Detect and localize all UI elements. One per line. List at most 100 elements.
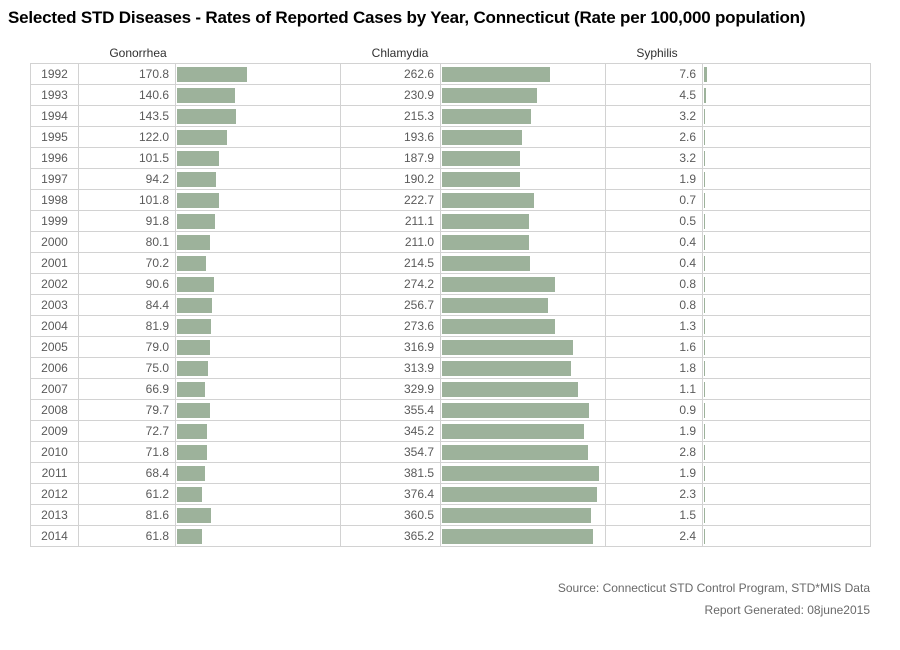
syphilis-bar [704, 465, 705, 481]
chlamydia-value-cell: 273.6 [340, 315, 441, 337]
syphilis-bar [704, 507, 705, 523]
gonorrhea-value-cell: 170.8 [78, 63, 176, 85]
gonorrhea-value-cell: 94.2 [78, 168, 176, 190]
gonorrhea-bar [177, 318, 211, 334]
year-cell: 1995 [30, 126, 79, 148]
generated-note: Report Generated: 08june2015 [704, 603, 870, 617]
chlamydia-bar [442, 297, 548, 313]
syphilis-bar [704, 528, 705, 544]
chlamydia-value-cell: 211.0 [340, 231, 441, 253]
chlamydia-bar [442, 150, 520, 166]
report-footer: Source: Connecticut STD Control Program,… [30, 577, 870, 621]
gonorrhea-value-cell: 75.0 [78, 357, 176, 379]
chlamydia-bar [442, 108, 531, 124]
gonorrhea-value-cell: 101.8 [78, 189, 176, 211]
chlamydia-value-cell: 256.7 [340, 294, 441, 316]
chlamydia-bar-cell [440, 84, 606, 106]
gonorrhea-bar [177, 66, 248, 82]
syphilis-bar [704, 66, 708, 82]
chlamydia-bar [442, 381, 579, 397]
chlamydia-bar [442, 423, 585, 439]
gonorrhea-value-cell: 61.2 [78, 483, 176, 505]
table-row: 2013 81.6 360.5 1.5 [30, 504, 871, 526]
syphilis-bar-cell [702, 273, 871, 295]
syphilis-bar-cell [702, 420, 871, 442]
syphilis-value-cell: 0.7 [605, 189, 703, 211]
chlamydia-bar [442, 318, 555, 334]
table-row: 2008 79.7 355.4 0.9 [30, 399, 871, 421]
gonorrhea-bar [177, 108, 237, 124]
year-cell: 2002 [30, 273, 79, 295]
syphilis-bar-cell [702, 525, 871, 547]
syphilis-bar-cell [702, 126, 871, 148]
chlamydia-bar [442, 528, 593, 544]
chlamydia-bar [442, 360, 572, 376]
year-cell: 1997 [30, 168, 79, 190]
gonorrhea-bar-cell [175, 105, 341, 127]
table-row: 2012 61.2 376.4 2.3 [30, 483, 871, 505]
gonorrhea-bar [177, 486, 203, 502]
syphilis-value-cell: 7.6 [605, 63, 703, 85]
chlamydia-bar-cell [440, 63, 606, 85]
syphilis-value-cell: 0.4 [605, 231, 703, 253]
gonorrhea-value-cell: 68.4 [78, 462, 176, 484]
gonorrhea-bar [177, 402, 210, 418]
syphilis-bar-cell [702, 252, 871, 274]
syphilis-value-cell: 2.8 [605, 441, 703, 463]
gonorrhea-value-cell: 84.4 [78, 294, 176, 316]
syphilis-value-cell: 1.9 [605, 168, 703, 190]
gonorrhea-bar [177, 129, 228, 145]
gonorrhea-value-cell: 90.6 [78, 273, 176, 295]
gonorrhea-bar-cell [175, 462, 341, 484]
gonorrhea-value-cell: 81.9 [78, 315, 176, 337]
table-row: 2009 72.7 345.2 1.9 [30, 420, 871, 442]
table-row: 2002 90.6 274.2 0.8 [30, 273, 871, 295]
std-rates-report: Gonorrhea Chlamydia Syphilis 1992 170.8 26… [30, 46, 871, 547]
syphilis-value-cell: 1.5 [605, 504, 703, 526]
chlamydia-value-cell: 313.9 [340, 357, 441, 379]
syphilis-bar-cell [702, 357, 871, 379]
gonorrhea-bar-cell [175, 420, 341, 442]
gonorrhea-bar-cell [175, 126, 341, 148]
syphilis-bar-cell [702, 189, 871, 211]
chlamydia-bar-cell [440, 189, 606, 211]
gonorrhea-value-cell: 79.7 [78, 399, 176, 421]
year-cell: 2000 [30, 231, 79, 253]
syphilis-bar [704, 87, 706, 103]
year-cell: 2011 [30, 462, 79, 484]
year-cell: 2008 [30, 399, 79, 421]
table-row: 1997 94.2 190.2 1.9 [30, 168, 871, 190]
syphilis-value-cell: 3.2 [605, 105, 703, 127]
table-row: 2006 75.0 313.9 1.8 [30, 357, 871, 379]
gonorrhea-bar [177, 192, 219, 208]
table-row: 1999 91.8 211.1 0.5 [30, 210, 871, 232]
syphilis-bar-cell [702, 84, 871, 106]
gonorrhea-bar [177, 423, 207, 439]
gonorrhea-bar-cell [175, 63, 341, 85]
gonorrhea-value-cell: 79.0 [78, 336, 176, 358]
column-header-syphilis: Syphilis [636, 46, 678, 60]
syphilis-bar-cell [702, 147, 871, 169]
gonorrhea-bar-cell [175, 441, 341, 463]
gonorrhea-bar-cell [175, 147, 341, 169]
table-row: 2014 61.8 365.2 2.4 [30, 525, 871, 547]
std-rates-table: 1992 170.8 262.6 7.6 1993 140.6 230.9 4.5 1994 14… [30, 63, 871, 547]
syphilis-value-cell: 1.1 [605, 378, 703, 400]
chlamydia-value-cell: 345.2 [340, 420, 441, 442]
syphilis-bar [704, 423, 705, 439]
chlamydia-bar-cell [440, 147, 606, 169]
year-cell: 1999 [30, 210, 79, 232]
gonorrhea-value-cell: 61.8 [78, 525, 176, 547]
syphilis-bar-cell [702, 336, 871, 358]
year-cell: 1992 [30, 63, 79, 85]
syphilis-bar-cell [702, 294, 871, 316]
column-header-row: Gonorrhea Chlamydia Syphilis [30, 46, 870, 63]
table-row: 1996 101.5 187.9 3.2 [30, 147, 871, 169]
chlamydia-value-cell: 316.9 [340, 336, 441, 358]
syphilis-value-cell: 1.9 [605, 420, 703, 442]
gonorrhea-bar-cell [175, 252, 341, 274]
table-body: 1992 170.8 262.6 7.6 1993 140.6 230.9 4.5 1994 14… [30, 63, 871, 547]
gonorrhea-value-cell: 91.8 [78, 210, 176, 232]
chlamydia-bar-cell [440, 462, 606, 484]
gonorrhea-bar [177, 381, 205, 397]
